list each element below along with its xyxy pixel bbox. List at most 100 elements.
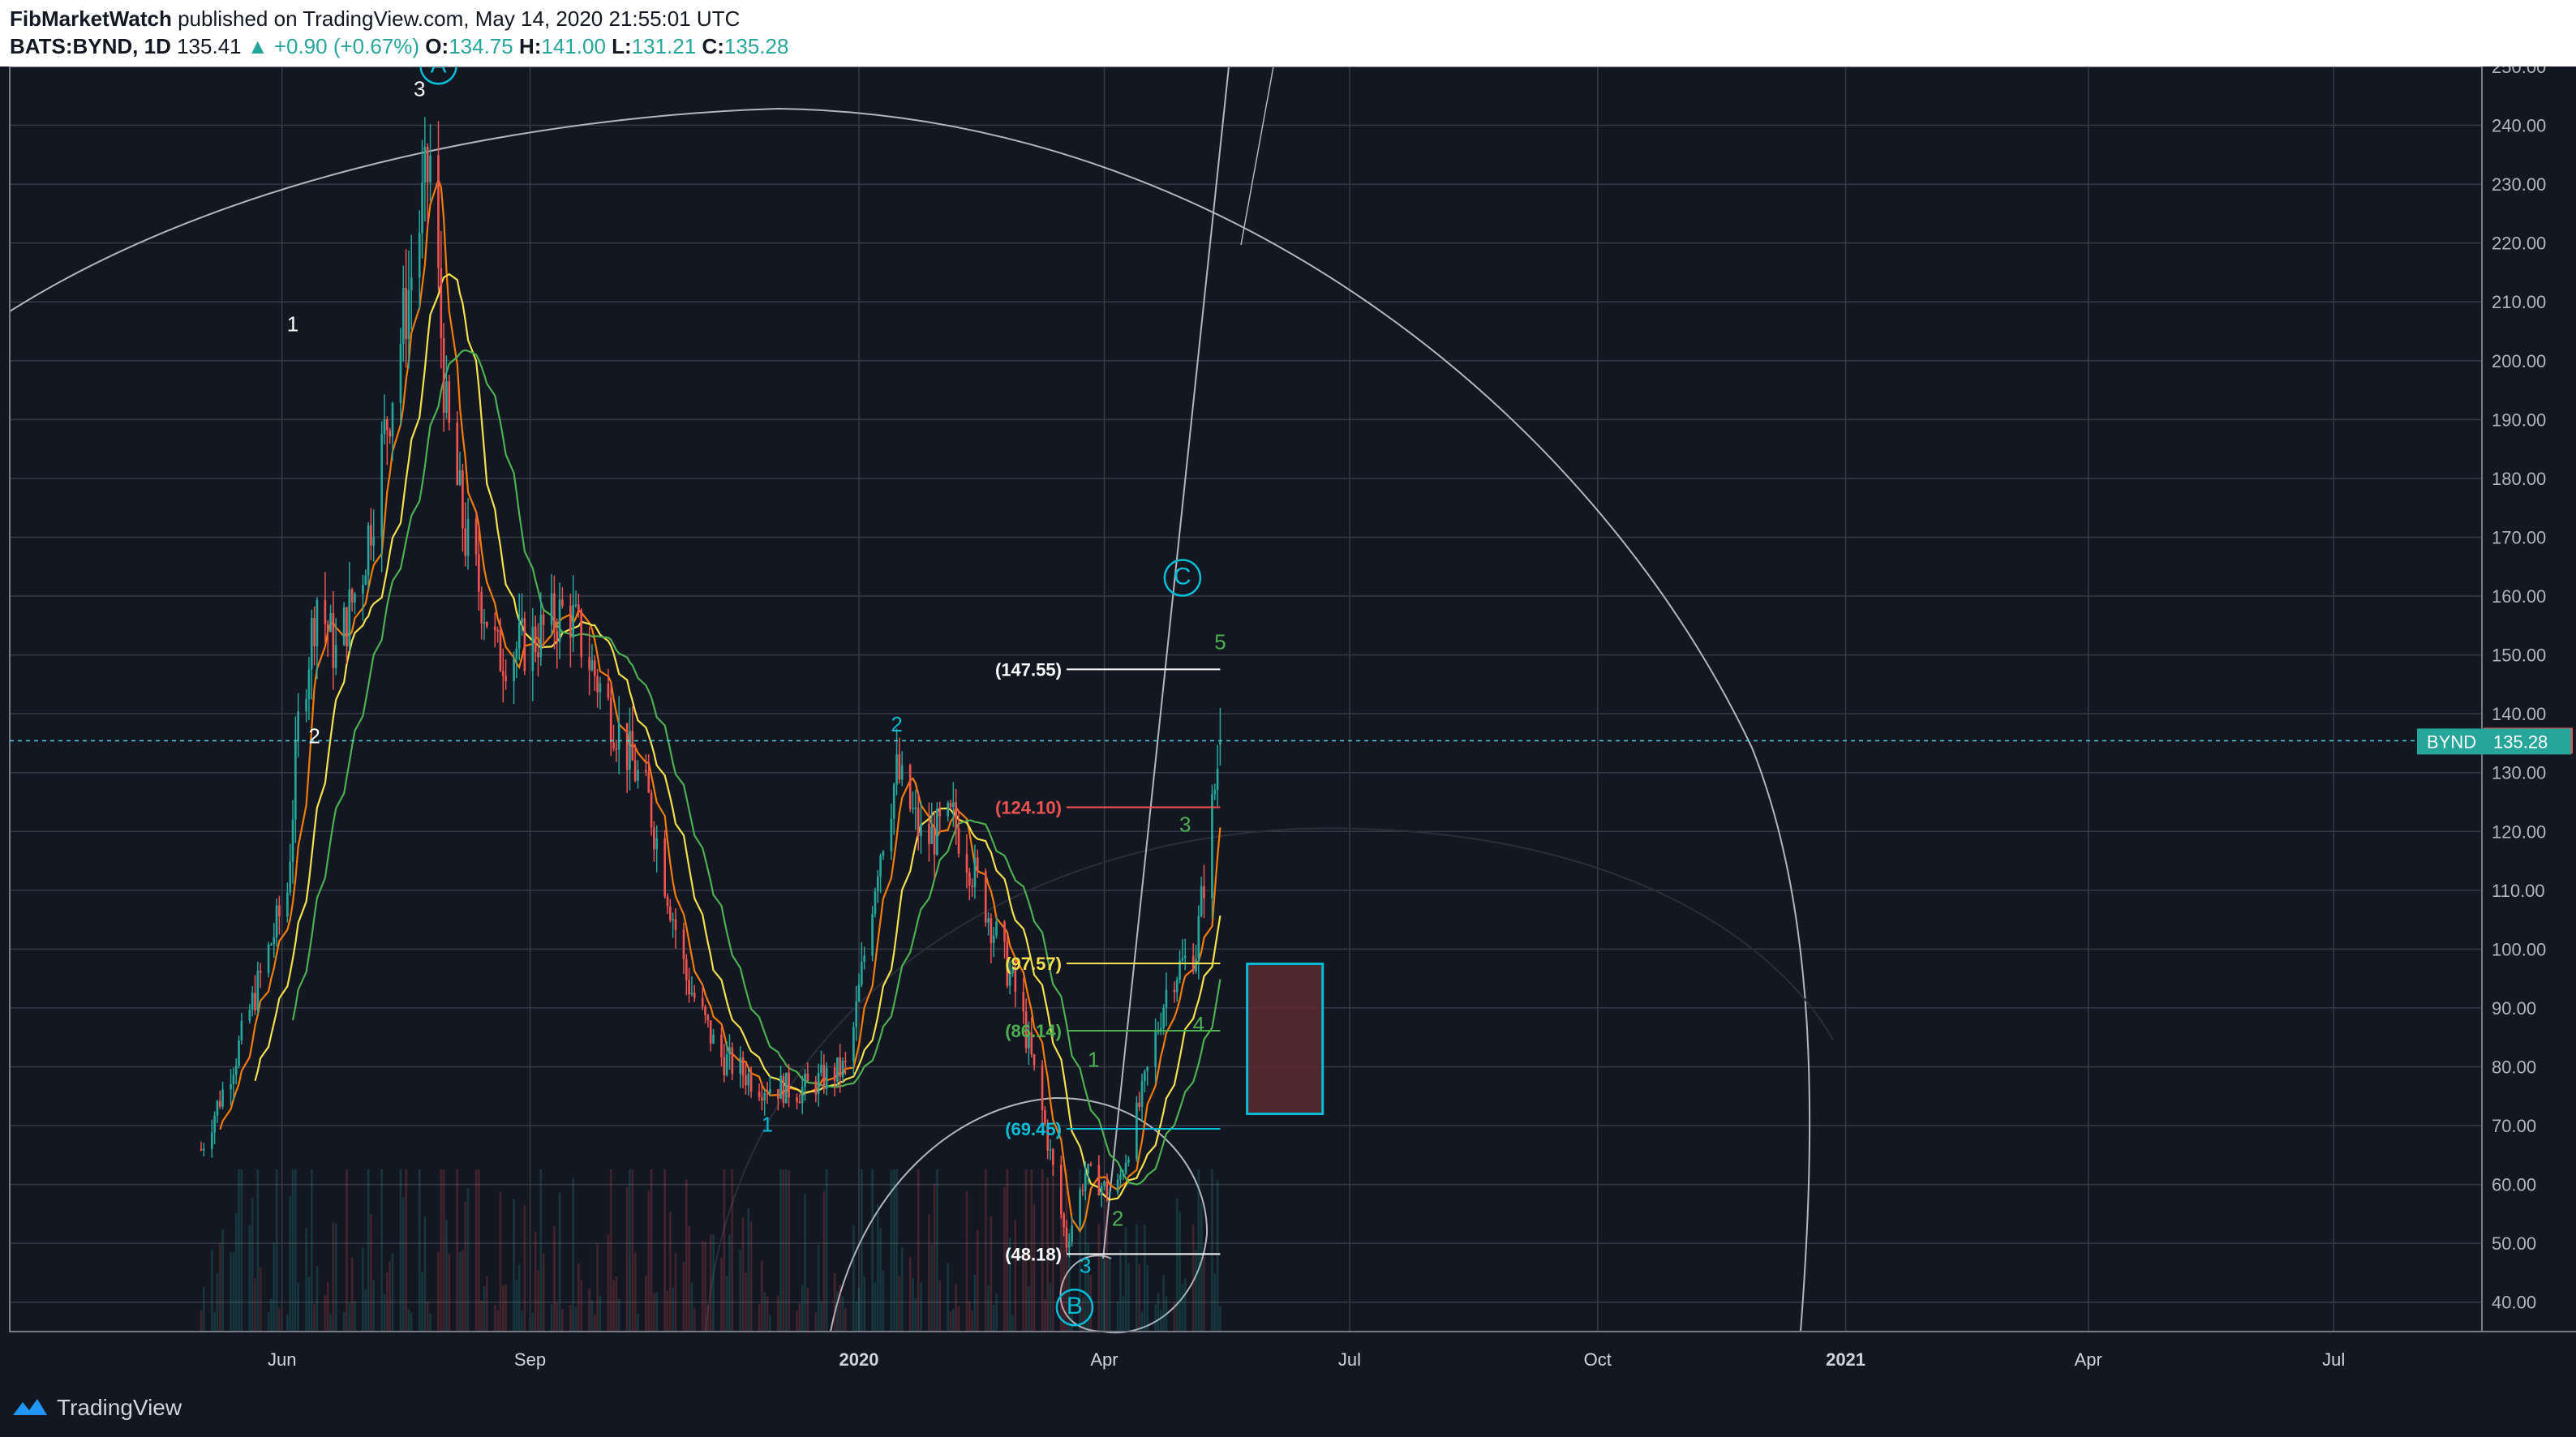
- volume-bar: [863, 1276, 866, 1332]
- candle-body: [513, 658, 515, 681]
- volume-bar: [817, 1244, 820, 1332]
- candle-body: [728, 1047, 731, 1054]
- volume-bar: [749, 1221, 753, 1332]
- candle-body: [289, 861, 292, 893]
- candle-body: [1138, 1102, 1141, 1108]
- volume-bar: [857, 1287, 861, 1332]
- volume-bar: [230, 1252, 232, 1332]
- candle-body: [833, 1067, 836, 1082]
- volume-bar: [1024, 1169, 1028, 1332]
- volume-bar: [839, 1285, 842, 1332]
- volume-bar: [550, 1304, 553, 1332]
- candle-body: [796, 1097, 798, 1102]
- tradingview-brand[interactable]: TradingView: [11, 1395, 182, 1421]
- candle-body: [326, 624, 329, 632]
- candle-body: [364, 575, 367, 586]
- fib-level-label: (69.45): [1005, 1119, 1062, 1139]
- candle-body: [259, 971, 262, 973]
- candle-body: [462, 470, 464, 529]
- candle-body: [1103, 1181, 1106, 1186]
- x-tick-label: Jun: [268, 1349, 296, 1370]
- volume-bar: [1003, 1187, 1006, 1332]
- candle-body: [739, 1057, 742, 1075]
- candle-body: [445, 381, 448, 414]
- volume-bar: [334, 1223, 337, 1332]
- trend-line-1: [1102, 66, 1230, 1259]
- volume-bar: [938, 1280, 942, 1332]
- volume-bar: [326, 1281, 329, 1332]
- volume-bar: [332, 1222, 335, 1332]
- symbol-name[interactable]: BATS:BYND, 1D: [10, 34, 171, 58]
- candle-body: [857, 984, 861, 1002]
- volume-bar: [855, 1302, 858, 1332]
- candle-body: [1081, 1190, 1084, 1191]
- wave-label: 2: [891, 712, 902, 736]
- y-tick-label: 50.00: [2492, 1233, 2536, 1254]
- wave-label: 5: [1214, 629, 1226, 654]
- volume-bar: [542, 1253, 545, 1332]
- volume-bar: [1028, 1285, 1030, 1332]
- volume-bar: [596, 1244, 599, 1332]
- volume-bar: [852, 1225, 855, 1332]
- candle-body: [720, 1034, 723, 1057]
- author-name[interactable]: FibMarketWatch: [10, 6, 172, 31]
- volume-bar: [572, 1177, 575, 1332]
- candle-body: [485, 622, 488, 627]
- candle-body: [804, 1073, 806, 1087]
- y-tick-label: 120.00: [2492, 821, 2546, 842]
- volume-bar: [663, 1169, 667, 1332]
- candle-body: [504, 676, 507, 681]
- axes: 250.00240.00230.00220.00210.00200.00190.…: [9, 66, 2576, 1370]
- fib-arc-medium: [830, 1096, 1209, 1334]
- candle-body: [218, 1100, 221, 1107]
- volume-bar: [523, 1204, 526, 1332]
- candle-body: [990, 918, 993, 943]
- volume-bar: [383, 1293, 386, 1332]
- candle-body: [874, 891, 877, 915]
- candle-body: [407, 290, 410, 340]
- volume-bar: [313, 1304, 316, 1332]
- candle-body: [569, 605, 572, 638]
- candle-body: [1211, 794, 1213, 899]
- candle-body: [286, 892, 289, 917]
- y-tick-label: 140.00: [2492, 704, 2546, 724]
- candle-body: [1030, 1032, 1033, 1055]
- candle-body: [647, 772, 650, 793]
- candle-body: [930, 826, 934, 844]
- close-badge-value: 135.28: [2493, 731, 2548, 752]
- candle-body: [401, 288, 405, 344]
- volume-bar: [728, 1234, 731, 1332]
- candle-body: [629, 731, 631, 770]
- y-tick-label: 220.00: [2492, 234, 2546, 254]
- volume-bar: [1181, 1284, 1184, 1332]
- volume-bar: [534, 1231, 537, 1332]
- volume-bar: [1103, 1260, 1106, 1332]
- volume-bar: [895, 1169, 898, 1332]
- candle-body: [1175, 980, 1179, 993]
- volume-bar: [251, 1198, 254, 1332]
- candle-body: [685, 959, 688, 980]
- candle-body: [307, 669, 311, 699]
- candle-body: [917, 807, 920, 837]
- volume-bar: [354, 1301, 356, 1332]
- candle-body: [669, 906, 672, 920]
- candle-body: [458, 470, 462, 485]
- volume-bar: [1084, 1169, 1087, 1332]
- candle-body: [653, 827, 655, 850]
- volume-bar: [1219, 1306, 1221, 1332]
- candle-body: [480, 591, 483, 624]
- candle-body: [421, 182, 423, 234]
- volume-bar: [1144, 1225, 1146, 1332]
- candle-body: [248, 1010, 251, 1021]
- volume-bar: [882, 1270, 885, 1332]
- volume-bar: [256, 1169, 260, 1332]
- candle-body: [1173, 989, 1176, 993]
- volume-bar: [836, 1291, 839, 1332]
- wave-label: B: [1067, 1293, 1083, 1319]
- candle-body: [531, 626, 535, 671]
- volume-bar: [1081, 1297, 1084, 1332]
- volume-bar: [553, 1226, 556, 1332]
- price-chart[interactable]: (147.55) (124.10) (97.57) (86.14) (69.45) (48…: [0, 66, 2576, 1379]
- volume-bar: [556, 1302, 559, 1332]
- volume-bar: [965, 1191, 968, 1332]
